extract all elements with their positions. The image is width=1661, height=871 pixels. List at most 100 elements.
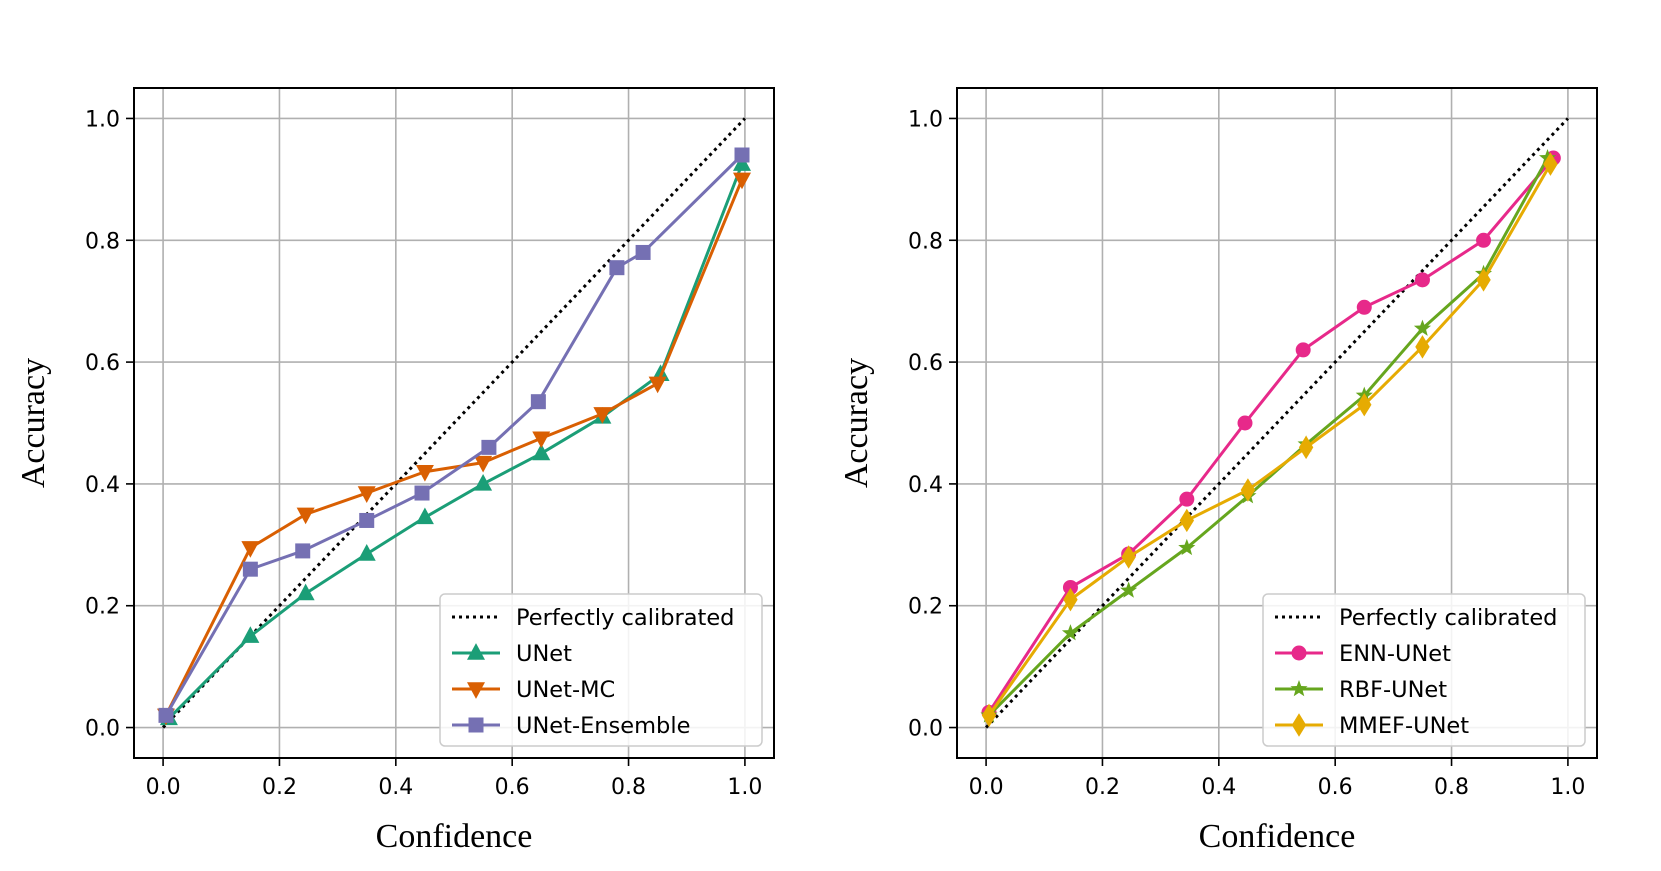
- x-tick-label-3: 0.6: [1318, 775, 1353, 800]
- x-tick-label-5: 1.0: [1550, 775, 1585, 800]
- x-tick-label-1: 0.2: [262, 775, 297, 800]
- legend-label-0: Perfectly calibrated: [516, 605, 734, 631]
- data-point-unet-5: [474, 474, 493, 491]
- perfect-calibration-line: [985, 117, 1569, 729]
- data-point-unet-2: [296, 583, 315, 601]
- legend-key-marker-unet: [467, 643, 485, 660]
- legend-key-marker-unet-ensemble: [468, 717, 484, 733]
- x-axis-label: Confidence: [376, 818, 533, 855]
- data-point-enn-unet-3: [1179, 491, 1195, 507]
- data-point-unet-ensemble-5: [481, 439, 497, 455]
- x-tick-label-4: 0.8: [611, 775, 646, 800]
- series-line-enn-unet: [987, 157, 1555, 714]
- series-line-unet-mc: [164, 178, 744, 717]
- y-tick-label-2: 0.4: [85, 473, 120, 498]
- legend-label-2: UNet-MC: [516, 677, 615, 703]
- data-point-unet-ensemble-4: [414, 485, 430, 501]
- y-tick-label-2: 0.4: [908, 473, 943, 498]
- legend-key-marker-rbf-unet: [1290, 680, 1308, 697]
- data-point-unet-mc-9: [733, 172, 751, 190]
- data-point-unet-mc-1: [241, 541, 260, 558]
- data-point-mmef-unet-6: [1357, 393, 1372, 417]
- data-point-enn-unet-5: [1295, 342, 1311, 358]
- y-tick-label-1: 0.2: [85, 595, 120, 620]
- data-point-unet-ensemble-1: [242, 561, 258, 577]
- x-tick-label-1: 0.2: [1085, 775, 1120, 800]
- data-point-unet-ensemble-0: [158, 707, 174, 723]
- data-point-rbf-unet-2: [1120, 581, 1138, 598]
- data-point-mmef-unet-4: [1240, 478, 1256, 502]
- data-point-rbf-unet-1: [1061, 624, 1080, 641]
- y-tick-label-5: 1.0: [85, 107, 120, 132]
- data-point-mmef-unet-9: [1543, 152, 1558, 176]
- legend: Perfectly calibrated ENN-UNet RBF-UNet MMEF…: [1262, 593, 1586, 747]
- data-point-mmef-unet-7: [1415, 335, 1430, 359]
- data-point-unet-mc-2: [296, 507, 315, 525]
- data-point-unet-ensemble-7: [609, 260, 625, 276]
- data-point-unet-mc-5: [474, 455, 493, 473]
- legend-key-marker-enn-unet: [1291, 645, 1307, 661]
- series-line-unet: [167, 163, 744, 720]
- legend-key-marker-unet-mc: [467, 682, 485, 699]
- data-point-unet-4: [415, 507, 434, 525]
- data-point-unet-mc-4: [415, 464, 434, 482]
- y-tick-label-3: 0.6: [908, 351, 943, 376]
- x-tick-label-2: 0.4: [378, 775, 413, 800]
- x-tick-label-0: 0.0: [146, 775, 181, 800]
- data-point-unet-ensemble-6: [530, 394, 546, 410]
- series-enn-unet: [981, 150, 1561, 720]
- data-point-unet-mc-7: [593, 407, 612, 424]
- legend-label-3: MMEF-UNet: [1339, 713, 1469, 739]
- x-tick-label-3: 0.6: [495, 775, 530, 800]
- y-axis-label: Accuracy: [15, 358, 52, 488]
- data-point-rbf-unet-3: [1178, 538, 1196, 556]
- y-axis-label: Accuracy: [838, 358, 875, 488]
- y-tick-label-5: 1.0: [908, 107, 943, 132]
- legend: Perfectly calibrated UNet UNet-MC UNet-Ense…: [439, 593, 763, 747]
- y-tick-label-1: 0.2: [908, 595, 943, 620]
- legend-box: [439, 593, 763, 747]
- x-tick-label-5: 1.0: [727, 775, 762, 800]
- data-point-unet-ensemble-3: [359, 512, 375, 528]
- data-point-enn-unet-1: [1062, 579, 1078, 595]
- data-point-unet-1: [241, 626, 260, 643]
- legend-label-1: UNet: [516, 641, 572, 667]
- y-tick-label-0: 0.0: [85, 717, 120, 742]
- data-point-mmef-unet-0: [981, 703, 997, 728]
- data-point-mmef-unet-2: [1121, 545, 1136, 569]
- y-tick-label-4: 0.8: [85, 229, 120, 254]
- data-point-mmef-unet-3: [1179, 508, 1195, 533]
- legend-label-1: ENN-UNet: [1339, 641, 1451, 667]
- data-point-mmef-unet-5: [1298, 435, 1314, 460]
- data-point-enn-unet-7: [1414, 272, 1430, 288]
- legend-label-2: RBF-UNet: [1339, 677, 1447, 703]
- x-tick-label-4: 0.8: [1434, 775, 1469, 800]
- series-unet-ensemble: [158, 147, 750, 723]
- plot-frame: [956, 87, 1598, 759]
- data-point-unet-ensemble-8: [635, 244, 651, 260]
- data-point-unet-mc-8: [648, 376, 667, 394]
- legend-box: [1262, 593, 1586, 747]
- panel-right: 0.0 0.2 0.4 0.6 0.8 1.0 0.0 0.2 0.4 0.6 0.8 1.0 Conf…: [838, 87, 1598, 855]
- legend-label-0: Perfectly calibrated: [1339, 605, 1557, 631]
- y-tick-label-0: 0.0: [908, 717, 943, 742]
- data-point-mmef-unet-8: [1476, 268, 1491, 292]
- x-tick-label-2: 0.4: [1201, 775, 1236, 800]
- x-axis-label: Confidence: [1199, 818, 1356, 855]
- data-point-enn-unet-8: [1476, 232, 1492, 248]
- legend-key-marker-mmef-unet: [1291, 713, 1307, 737]
- series-line-mmef-unet: [987, 163, 1552, 717]
- data-point-unet-mc-3: [357, 486, 376, 503]
- data-point-enn-unet-6: [1356, 299, 1372, 315]
- data-point-unet-ensemble-9: [734, 147, 750, 163]
- panel-left: 0.0 0.2 0.4 0.6 0.8 1.0 0.0 0.2 0.4 0.6 0.8 1.0 Conf…: [15, 87, 775, 855]
- plot-frame: [133, 87, 775, 759]
- data-point-rbf-unet-7: [1413, 319, 1432, 336]
- data-point-enn-unet-4: [1237, 415, 1253, 431]
- x-tick-label-0: 0.0: [969, 775, 1004, 800]
- y-tick-label-3: 0.6: [85, 351, 120, 376]
- y-tick-label-4: 0.8: [908, 229, 943, 254]
- perfect-calibration-line: [162, 117, 746, 729]
- data-point-mmef-unet-1: [1063, 587, 1078, 612]
